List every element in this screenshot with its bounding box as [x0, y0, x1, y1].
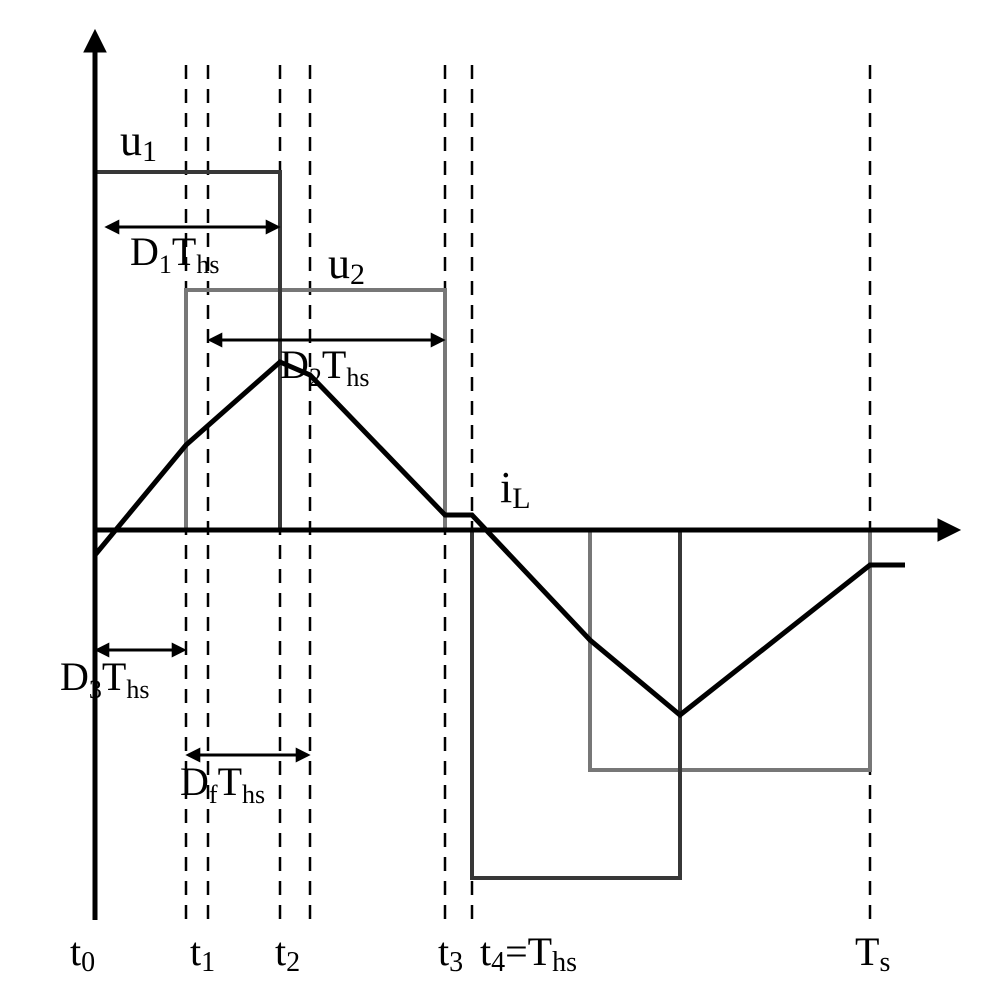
dim-label-D2Ths: D2Ths: [280, 342, 369, 392]
label-u2: u2: [328, 239, 365, 291]
dim-label-D1Ths: D1Ths: [130, 229, 219, 279]
dim-D2Ths: D2Ths: [210, 340, 443, 392]
tick-t3: t3: [438, 929, 463, 978]
dim-D1Ths: D1Ths: [107, 227, 278, 279]
label-u1: u1: [120, 116, 157, 168]
tick-t1: t1: [190, 929, 215, 978]
dim-label-D3Ths: D3Ths: [60, 654, 149, 704]
tick-t0: t0: [70, 929, 95, 978]
dim-label-DfThs: DfThs: [180, 759, 265, 809]
dim-D3Ths: D3Ths: [60, 650, 184, 704]
tick-t2: t2: [275, 929, 300, 978]
dim-DfThs: DfThs: [180, 755, 308, 809]
label-iL: iL: [500, 463, 531, 515]
waveform-diagram: D1Ths D2Ths D3Ths DfThs u1 u2 iL t0 t1 t2 t3 t4=Ths…: [0, 0, 987, 1000]
iL-waveform: [95, 362, 905, 715]
tick-t4: t4=Ths: [480, 929, 577, 978]
tick-Ts: Ts: [855, 929, 890, 978]
